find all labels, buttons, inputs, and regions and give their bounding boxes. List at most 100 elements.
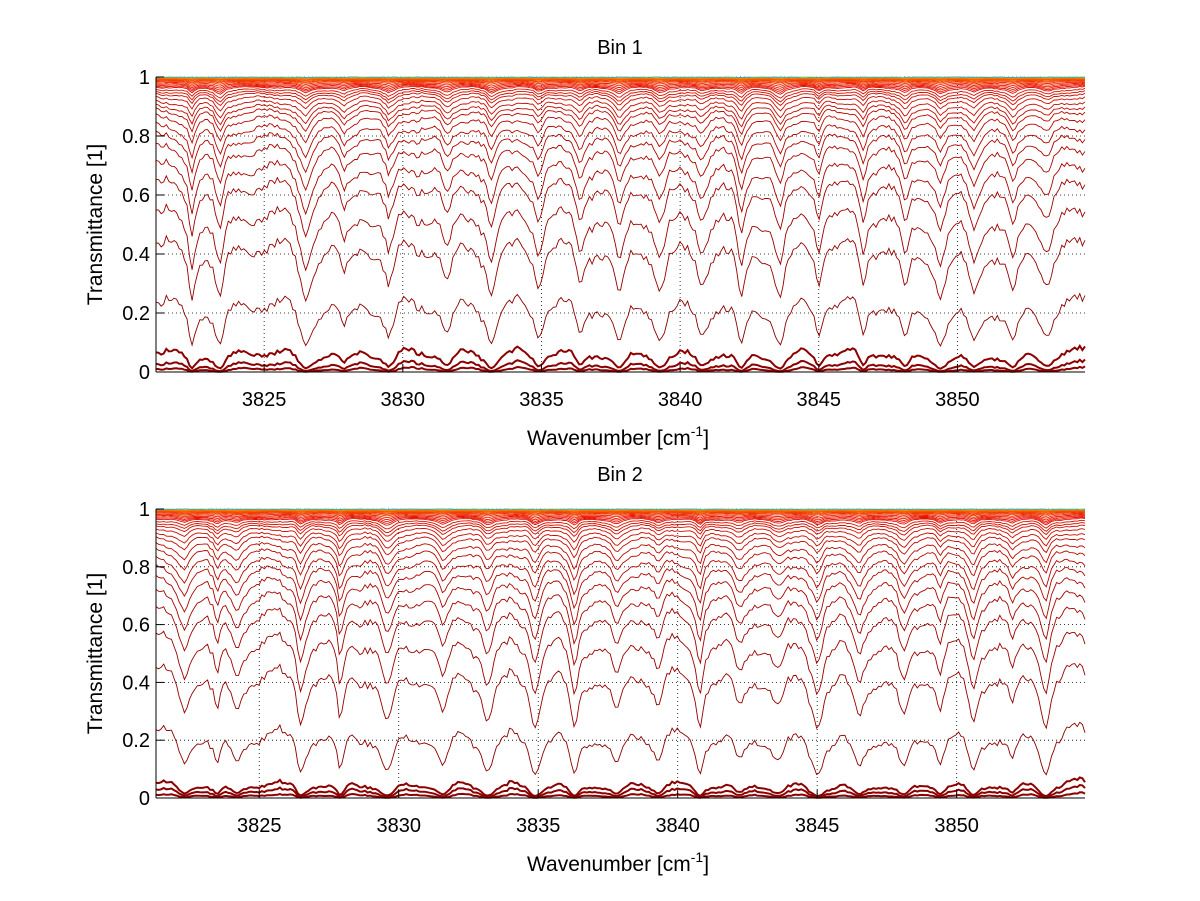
series-line bbox=[155, 606, 1086, 667]
series-line bbox=[155, 95, 1086, 112]
series-line bbox=[155, 512, 1086, 517]
x-ticks: 3825 3830 3835 3840 3845 3850 bbox=[237, 790, 979, 837]
series-line bbox=[155, 158, 1086, 216]
x-axis-label-superscript: -1 bbox=[691, 423, 704, 439]
series-line bbox=[156, 78, 1086, 82]
y-tick-label: 0.4 bbox=[122, 244, 150, 266]
series-line bbox=[155, 78, 1086, 81]
series-line bbox=[156, 80, 1086, 85]
series-line bbox=[155, 515, 1086, 523]
y-ticks: 0 0.2 0.4 0.6 0.8 1 bbox=[122, 499, 164, 810]
series-line bbox=[155, 547, 1086, 582]
x-axis-label-end: ] bbox=[703, 427, 709, 450]
axes-bin-1: Bin 1 3825 3830 3835 3840 3845 3850 0 0.2 0.4 0.… bbox=[84, 37, 1086, 450]
axes-bin-2: Bin 2 3825 3830 3835 3840 3845 3850 0 0.2 0.4 0.… bbox=[84, 464, 1086, 876]
series-line bbox=[155, 721, 1086, 776]
series-line bbox=[155, 234, 1086, 303]
series-line bbox=[155, 531, 1086, 551]
series-line bbox=[155, 203, 1086, 272]
series-line bbox=[155, 516, 1086, 524]
x-tick-label: 3835 bbox=[519, 389, 564, 411]
y-ticks: 0 0.2 0.4 0.6 0.8 1 bbox=[122, 67, 164, 384]
series-line bbox=[155, 99, 1086, 120]
x-tick-label: 3845 bbox=[797, 389, 842, 411]
series-line bbox=[155, 527, 1086, 543]
x-tick-label: 3825 bbox=[242, 389, 287, 411]
series-line bbox=[155, 142, 1086, 192]
series-line bbox=[155, 82, 1086, 89]
x-tick-label: 3845 bbox=[795, 815, 840, 837]
series-line bbox=[155, 783, 1086, 799]
series-group bbox=[155, 76, 1086, 373]
series-line bbox=[155, 92, 1086, 107]
y-tick-label: 0.6 bbox=[122, 185, 150, 207]
series-line bbox=[155, 344, 1086, 370]
series-line bbox=[155, 81, 1086, 87]
series-line bbox=[156, 510, 1086, 513]
series-line bbox=[155, 85, 1086, 95]
x-tick-label: 3830 bbox=[381, 389, 426, 411]
series-line bbox=[155, 521, 1086, 534]
y-tick-label: 0.6 bbox=[122, 615, 150, 637]
x-tick-label: 3850 bbox=[934, 815, 979, 837]
series-line bbox=[155, 519, 1086, 530]
x-tick-label: 3840 bbox=[658, 389, 703, 411]
series-group bbox=[155, 508, 1086, 799]
x-axis-label-main: Wavenumber [cm bbox=[527, 853, 691, 876]
y-tick-label: 1 bbox=[139, 67, 150, 89]
y-tick-label: 0.2 bbox=[122, 730, 150, 752]
chart-title: Bin 2 bbox=[597, 464, 643, 486]
x-axis-label-superscript: -1 bbox=[691, 849, 704, 865]
series-line bbox=[155, 517, 1086, 526]
series-line bbox=[155, 511, 1086, 516]
series-line bbox=[155, 541, 1086, 570]
series-line bbox=[155, 83, 1086, 91]
y-tick-label: 0.4 bbox=[122, 672, 150, 694]
x-axis-label: Wavenumber [cm-1] bbox=[527, 849, 709, 876]
x-axis-label-main: Wavenumber [cm bbox=[527, 427, 691, 450]
series-line bbox=[155, 89, 1086, 103]
x-ticks: 3825 3830 3835 3840 3845 3850 bbox=[242, 364, 980, 411]
x-tick-label: 3830 bbox=[376, 815, 421, 837]
y-axis-label: Transmittance [1] bbox=[84, 573, 107, 734]
series-line bbox=[155, 103, 1086, 128]
series-line bbox=[155, 511, 1086, 515]
x-axis-label-end: ] bbox=[703, 853, 709, 876]
series-line bbox=[155, 588, 1086, 645]
series-line bbox=[155, 535, 1086, 559]
chart-title: Bin 1 bbox=[597, 37, 643, 59]
series-line bbox=[155, 524, 1086, 538]
series-line bbox=[156, 79, 1086, 83]
series-line bbox=[155, 630, 1086, 696]
y-tick-label: 0.2 bbox=[122, 303, 150, 325]
x-tick-label: 3835 bbox=[516, 815, 561, 837]
series-line bbox=[155, 564, 1086, 610]
series-line bbox=[155, 121, 1086, 161]
series-line bbox=[155, 776, 1086, 798]
y-tick-label: 0 bbox=[139, 788, 150, 810]
series-line bbox=[156, 510, 1086, 514]
series-line bbox=[155, 358, 1086, 373]
series-line bbox=[155, 555, 1086, 596]
x-tick-label: 3840 bbox=[655, 815, 700, 837]
series-line bbox=[155, 663, 1086, 730]
series-line bbox=[155, 76, 1086, 79]
series-line bbox=[155, 508, 1086, 511]
y-tick-label: 0.8 bbox=[122, 126, 150, 148]
series-line bbox=[155, 575, 1086, 626]
y-tick-label: 0.8 bbox=[122, 557, 150, 579]
x-axis-label: Wavenumber [cm-1] bbox=[527, 423, 709, 450]
series-line bbox=[156, 79, 1086, 84]
y-tick-label: 0 bbox=[139, 362, 150, 384]
series-line bbox=[155, 107, 1086, 136]
series-line bbox=[155, 87, 1086, 99]
series-line bbox=[155, 791, 1086, 799]
series-line bbox=[155, 130, 1086, 175]
series-line bbox=[155, 174, 1086, 238]
y-axis-label: Transmittance [1] bbox=[84, 144, 107, 305]
series-line bbox=[155, 113, 1086, 147]
x-tick-label: 3850 bbox=[935, 389, 980, 411]
series-line bbox=[155, 292, 1086, 347]
series-line bbox=[155, 84, 1086, 93]
